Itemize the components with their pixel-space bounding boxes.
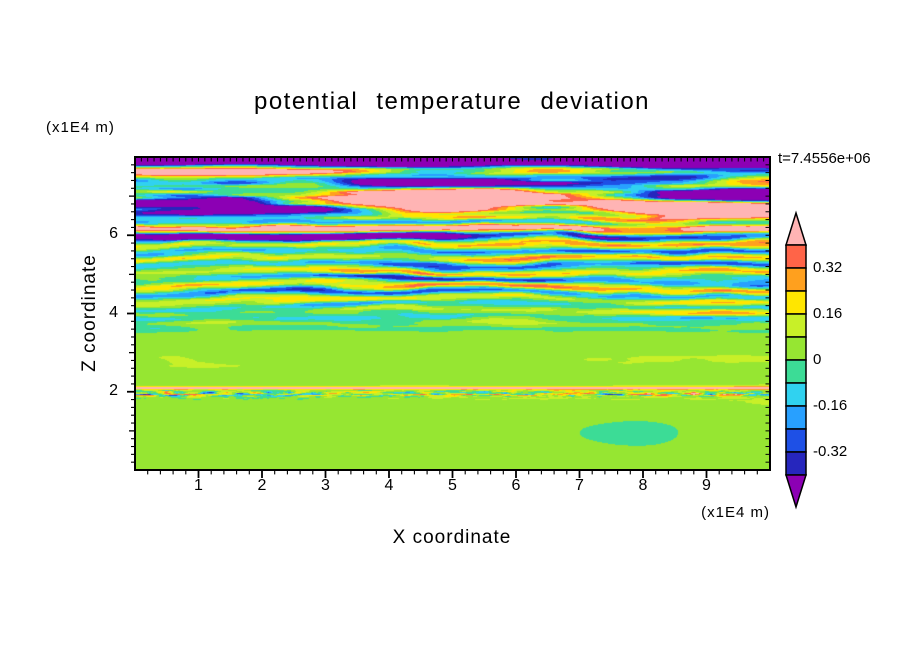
colorbar-segment — [785, 244, 807, 269]
colorbar-segment — [785, 336, 807, 361]
colorbar-label: 0.16 — [813, 305, 843, 322]
x-tick-label: 9 — [702, 477, 711, 494]
colorbar-segment — [785, 382, 807, 407]
colorbar-arrow — [784, 210, 808, 246]
colorbar-arrow — [784, 474, 808, 510]
y-axis-unit-label: (x1E4 m) — [46, 119, 115, 136]
x-tick-label: 4 — [384, 477, 394, 494]
colorbar-segment — [785, 428, 807, 453]
colorbar-segment — [785, 313, 807, 338]
x-tick-label: 7 — [575, 477, 584, 494]
colorbar-segment — [785, 290, 807, 315]
colorbar-segment — [785, 451, 807, 476]
x-tick-label: 2 — [257, 477, 267, 494]
colorbar-label: -0.16 — [813, 397, 848, 414]
x-tick-label: 5 — [448, 477, 457, 494]
plot-area — [135, 157, 770, 470]
y-tick-label: 4 — [109, 303, 118, 321]
contour-canvas — [135, 157, 770, 470]
timestamp-label: t=7.4556e+06 — [778, 150, 871, 167]
colorbar-label: 0.32 — [813, 259, 843, 276]
page-title: potential temperature deviation — [253, 88, 651, 115]
x-tick-label: 6 — [511, 477, 521, 494]
colorbar-label: 0 — [813, 351, 822, 368]
x-tick-label: 1 — [194, 477, 203, 494]
x-axis-label: X coordinate — [392, 527, 512, 548]
colorbar-segment — [785, 405, 807, 430]
x-tick-label: 3 — [321, 477, 330, 494]
x-axis-unit-label: (x1E4 m) — [701, 504, 770, 521]
y-tick-label: 2 — [109, 381, 118, 399]
colorbar-segment — [785, 267, 807, 292]
y-tick-label: 6 — [109, 225, 118, 243]
colorbar-label: -0.32 — [813, 443, 848, 460]
x-tick-label: 8 — [638, 477, 648, 494]
colorbar-segment — [785, 359, 807, 384]
